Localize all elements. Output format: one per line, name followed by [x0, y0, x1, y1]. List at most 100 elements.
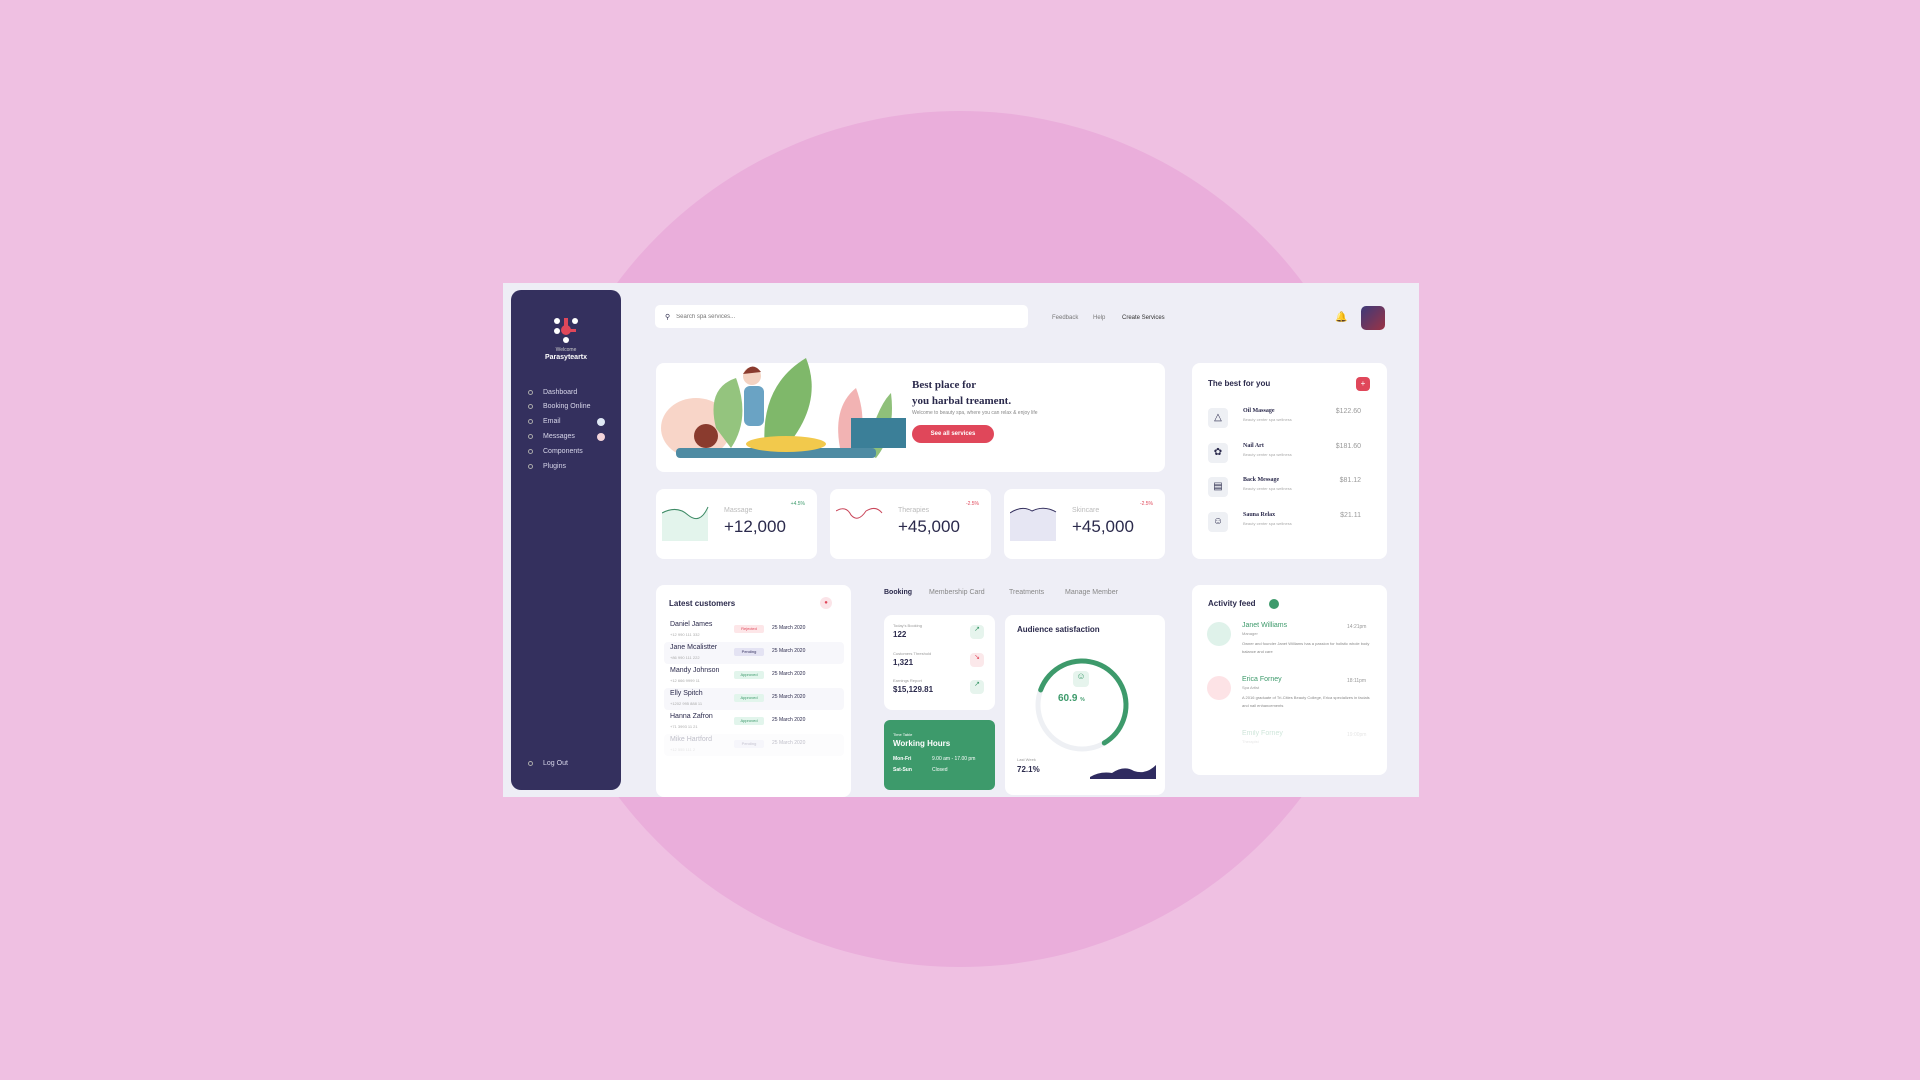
timetable-hours: Closed: [932, 767, 948, 773]
see-all-services-button[interactable]: See all services: [912, 425, 994, 443]
stat-change: -2.5%: [965, 501, 979, 507]
status-badge: Approved: [734, 694, 764, 702]
add-button[interactable]: +: [1356, 377, 1370, 391]
status-badge: Pending: [734, 740, 764, 748]
customer-phone: +12 555 111 2: [670, 747, 696, 752]
hero-subtitle: Welcome to beauty spa, where you can rel…: [912, 410, 1038, 416]
service-desc: Beauty center spa wellness: [1243, 521, 1292, 526]
sidebar-item-label: Components: [543, 448, 583, 455]
booking-label: Today's Booking: [893, 623, 923, 628]
booking-stats-card: Today's Booking 122 Customers Threshold …: [884, 615, 995, 710]
help-link[interactable]: Help: [1093, 315, 1106, 321]
customer-date: 25 March 2020: [772, 625, 806, 631]
table-row[interactable]: Jane Mcalistter +86 990 111 222 Pending 25 …: [664, 642, 844, 664]
tab-manage-member[interactable]: Manage Member: [1065, 589, 1118, 596]
customer-date: 25 March 2020: [772, 648, 806, 654]
logout-icon: [528, 761, 533, 766]
service-item[interactable]: △ Oil Massage Beauty center spa wellness $1…: [1208, 408, 1388, 436]
service-name: Back Message: [1243, 477, 1280, 483]
service-price: $81.12: [1339, 477, 1361, 484]
stat-card-therapies: Therapies +45,000 -2.5%: [830, 489, 991, 559]
satisfaction-number: 60.9: [1058, 693, 1078, 704]
sidebar-item-label: Dashboard: [543, 389, 578, 396]
customer-date: 25 March 2020: [772, 717, 806, 723]
dashboard-window: Welcome Parasyteartx Dashboard Booking O…: [503, 283, 1419, 797]
sidebar-item-plugins[interactable]: Plugins: [528, 463, 566, 470]
oil-massage-icon: △: [1208, 408, 1228, 428]
last-week-wave: [1090, 765, 1156, 779]
timetable-label: Time Table: [893, 732, 913, 737]
customer-phone: +86 990 111 222: [670, 655, 700, 660]
table-row[interactable]: Elly Spitch +1202 995 888 11 Approved 25 Ma…: [664, 688, 844, 710]
sidebar-item-label: Messages: [543, 433, 575, 440]
tab-membership-card[interactable]: Membership Card: [929, 589, 985, 596]
activity-name: Erica Forney: [1242, 676, 1282, 683]
nail-art-icon: ✿: [1208, 443, 1228, 463]
avatar: [1207, 676, 1231, 700]
timetable-title: Working Hours: [893, 739, 951, 748]
service-desc: Beauty center spa wellness: [1243, 486, 1292, 491]
sidebar-item-dashboard[interactable]: Dashboard: [528, 389, 577, 396]
customer-name: Mike Hartford: [670, 736, 713, 743]
sparkline-massage: [662, 506, 709, 541]
search-input[interactable]: [676, 313, 1007, 320]
last-week-label: Last Week: [1017, 757, 1036, 762]
customer-date: 25 March 2020: [772, 671, 806, 677]
search-bar[interactable]: ⚲: [655, 305, 1028, 328]
activity-text: A 2016 graduate of Tri-Cities Beauty Col…: [1242, 695, 1370, 708]
feedback-link[interactable]: Feedback: [1052, 315, 1079, 321]
stat-label: Skincare: [1072, 507, 1100, 514]
customer-phone: +12 990 111 332: [670, 632, 700, 637]
booking-value: 122: [893, 630, 907, 639]
smile-icon: ☺: [1073, 671, 1089, 687]
sidebar-item-label: Plugins: [543, 463, 566, 470]
chat-icon: [528, 434, 533, 439]
sidebar-item-email[interactable]: Email: [528, 418, 561, 425]
hero-card: Best place for you harbal treament. Welco…: [656, 358, 1165, 472]
service-desc: Beauty center spa wellness: [1243, 452, 1292, 457]
table-row[interactable]: Hanna Zafron +71 3993 11 21 Approved 25 Mar…: [664, 711, 844, 733]
customer-phone: +71 3993 11 21: [670, 724, 698, 729]
logout-button[interactable]: Log Out: [528, 760, 568, 767]
create-services-link[interactable]: Create Services: [1122, 315, 1165, 321]
home-icon: [528, 390, 533, 395]
customer-phone: +12 666 9999 11: [670, 678, 700, 683]
stat-value: +45,000: [898, 517, 960, 536]
sauna-icon: ☺: [1208, 512, 1228, 532]
stat-change: +4.5%: [790, 501, 805, 507]
service-name: Oil Massage: [1243, 408, 1275, 414]
service-item[interactable]: ☺ Sauna Relax Beauty center spa wellness $2…: [1208, 512, 1388, 540]
activity-role: Manager: [1242, 631, 1258, 636]
timetable-days: Sat-Sun: [893, 767, 912, 773]
service-name: Sauna Relax: [1243, 512, 1276, 518]
table-row[interactable]: Mandy Johnson +12 666 9999 11 Approved 25 M…: [664, 665, 844, 687]
avatar[interactable]: [1361, 306, 1385, 330]
best-for-you-card: The best for you + △ Oil Massage Beauty ce…: [1192, 363, 1387, 559]
hero-title-line2: you harbal treament.: [912, 395, 1012, 407]
tab-booking[interactable]: Booking: [884, 589, 912, 596]
customer-date: 25 March 2020: [772, 740, 806, 746]
customer-name: Hanna Zafron: [670, 713, 713, 720]
table-row[interactable]: Daniel James +12 990 111 332 Rejected 25 Ma…: [664, 619, 844, 641]
tab-treatments[interactable]: Treatments: [1009, 589, 1045, 596]
trend-up-icon: ↗: [970, 625, 984, 639]
satisfaction-unit: %: [1080, 697, 1085, 703]
timetable-hours: 9.00 am - 17.00 pm: [932, 756, 976, 762]
massage-illustration: [661, 358, 906, 458]
logout-label: Log Out: [543, 760, 568, 767]
service-name: Nail Art: [1243, 443, 1264, 449]
sidebar-item-booking-online[interactable]: Booking Online: [528, 403, 590, 410]
customer-date: 25 March 2020: [772, 694, 806, 700]
sidebar-item-messages[interactable]: Messages: [528, 433, 575, 440]
customers-menu-button[interactable]: ●: [820, 597, 832, 609]
service-item[interactable]: ▤ Back Message Beauty center spa wellness $…: [1208, 477, 1388, 505]
hero-title-line1: Best place for: [912, 379, 977, 391]
service-item[interactable]: ✿ Nail Art Beauty center spa wellness $181.…: [1208, 443, 1388, 471]
best-title: The best for you: [1208, 379, 1271, 388]
activity-badge: [1269, 599, 1279, 609]
table-row[interactable]: Mike Hartford +12 555 111 2 Pending 25 Marc…: [664, 734, 844, 756]
bell-icon[interactable]: 🔔: [1335, 312, 1348, 323]
sidebar-item-components[interactable]: Components: [528, 448, 583, 455]
stat-change: -2.5%: [1139, 501, 1153, 507]
welcome-label: Welcome: [555, 347, 577, 353]
